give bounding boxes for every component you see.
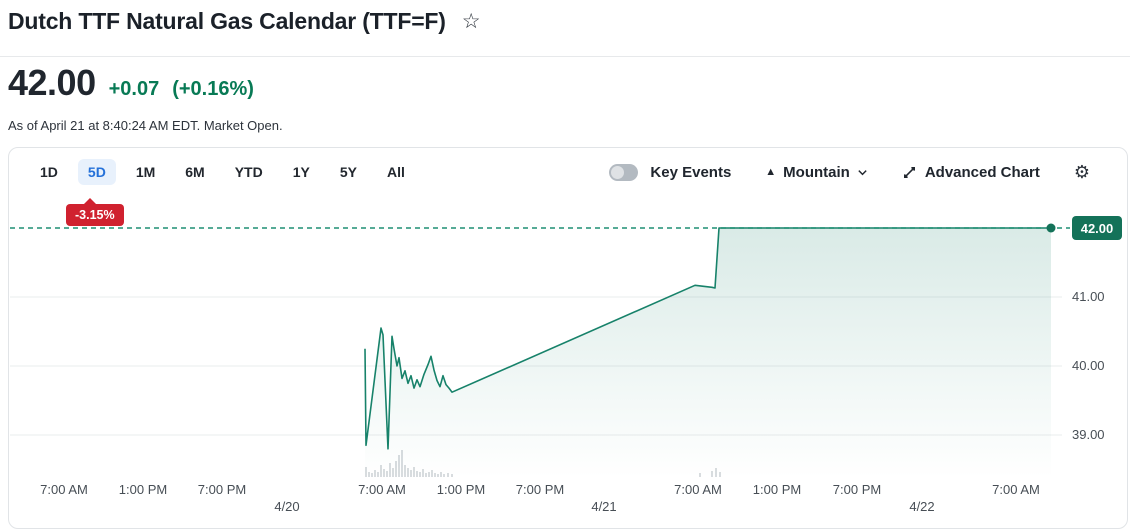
quote-change: +0.07 xyxy=(108,78,160,100)
range-button-5d[interactable]: 5D xyxy=(77,159,116,185)
range-button-all[interactable]: All xyxy=(386,164,405,180)
current-price-badge: 42.00 xyxy=(1072,216,1122,240)
expand-diagonal-icon xyxy=(903,166,915,178)
range-change-badge: -3.15% xyxy=(66,198,124,226)
chart-toolbar: 1D 5D 1M 6M YTD 1Y 5Y All Key Events ▲ Mountain… xyxy=(0,147,1118,197)
chart-type-selector[interactable]: ▲ Mountain xyxy=(765,164,868,181)
star-outline-icon[interactable]: ☆ xyxy=(461,10,481,33)
range-button-ytd[interactable]: YTD xyxy=(234,164,263,180)
advanced-chart-label: Advanced Chart xyxy=(924,163,1040,181)
range-button-1d[interactable]: 1D xyxy=(40,164,58,180)
key-events-label: Key Events xyxy=(650,163,732,181)
mountain-icon: ▲ xyxy=(765,165,777,178)
chevron-down-icon xyxy=(858,169,867,175)
toolbar-right: Key Events ▲ Mountain Advanced Chart ⚙ xyxy=(609,163,1090,181)
page-title: Dutch TTF Natural Gas Calendar (TTF=F) xyxy=(8,8,446,34)
gear-icon[interactable]: ⚙ xyxy=(1073,162,1090,182)
price-chart[interactable] xyxy=(10,210,1060,478)
range-selector: 1D 5D 1M 6M YTD 1Y 5Y All xyxy=(30,159,415,185)
quote-row: 42.00 +0.07 (+0.16%) xyxy=(8,62,254,104)
quote-asof: As of April 21 at 8:40:24 AM EDT. Market… xyxy=(8,118,283,133)
range-button-5y[interactable]: 5Y xyxy=(339,164,357,180)
toggle-switch-icon[interactable] xyxy=(609,163,639,181)
range-button-1y[interactable]: 1Y xyxy=(292,164,310,180)
key-events-toggle[interactable]: Key Events xyxy=(609,163,732,181)
range-button-6m[interactable]: 6M xyxy=(185,164,205,180)
quote-change-percent: (+0.16%) xyxy=(172,78,254,100)
range-button-1m[interactable]: 1M xyxy=(135,164,156,180)
header-divider xyxy=(0,56,1130,57)
quote-price: 42.00 xyxy=(8,62,96,103)
page-header: Dutch TTF Natural Gas Calendar (TTF=F) ☆ xyxy=(8,8,481,35)
advanced-chart-button[interactable]: Advanced Chart xyxy=(902,164,1040,181)
chart-type-label: Mountain xyxy=(783,163,850,181)
